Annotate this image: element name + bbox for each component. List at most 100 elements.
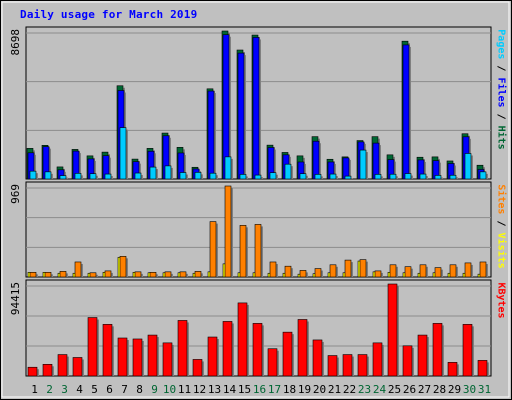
bar-sites [74,261,82,278]
x-tick-label: 19 [298,383,311,396]
bar-sites [299,270,307,278]
bar-sites [149,272,157,278]
bar-pages [329,173,337,180]
legend-part: Pages [495,28,507,59]
bar-kbytes [132,338,143,377]
bar-kbytes [162,342,173,377]
x-tick-label: 7 [121,383,128,396]
bar-kbytes [267,348,278,377]
bar-sites [194,271,202,278]
x-tick-label: 16 [253,383,266,396]
x-tick-label: 24 [373,383,387,396]
bar-kbytes [252,323,263,377]
bar-sites [419,264,427,278]
bar-sites [59,271,67,278]
legend-part: Visits [495,232,507,269]
x-tick-label: 6 [106,383,113,396]
bar-sites [284,265,292,278]
bar-pages [44,171,52,180]
bar-sites [224,185,232,278]
bar-kbytes [87,317,98,377]
x-tick-label: 10 [163,383,176,396]
x-tick-label: 22 [343,383,356,396]
legend-part: / [495,213,507,233]
bar-pages [119,127,127,180]
x-tick-label: 31 [478,383,491,396]
bar-pages [194,172,202,180]
bar-files [252,37,260,180]
bar-pages [299,173,307,180]
x-tick-label: 4 [76,383,83,396]
x-tick-label: 17 [268,383,281,396]
bar-pages [344,175,352,180]
bar-pages [179,172,187,180]
bar-sites [254,224,262,278]
x-tick-label: 25 [388,383,401,396]
x-tick-label: 27 [418,383,431,396]
x-tick-label: 18 [283,383,296,396]
bar-kbytes [192,359,203,377]
bar-sites [89,272,97,278]
bar-kbytes [432,323,443,377]
x-tick-label: 28 [433,383,446,396]
bar-sites [314,268,322,278]
bar-files [207,90,215,180]
series-legend-kbytes: KBytes [496,282,507,318]
bar-sites [164,271,172,278]
bar-pages [74,173,82,180]
bar-pages [404,173,412,180]
bar-pages [29,170,37,180]
x-tick-label: 9 [151,383,158,396]
bar-kbytes [417,334,428,377]
bar-sites [239,225,247,278]
bar-files [372,142,380,180]
bar-kbytes [237,302,248,377]
bar-sites [389,264,397,278]
bar-sites [29,272,37,278]
bar-kbytes [477,360,488,377]
bar-kbytes [447,362,458,377]
bar-kbytes [27,366,38,377]
bar-pages [479,171,487,180]
bar-pages [104,173,112,180]
bar-kbytes [102,324,113,377]
x-tick-label: 15 [238,383,251,396]
bar-pages [224,156,232,180]
series-legend-hits-files-pages: Pages / Files / Hits [496,29,507,149]
bar-kbytes [177,320,188,377]
bar-kbytes [462,324,473,377]
bar-pages [164,165,172,180]
bar-pages [419,173,427,180]
bar-sites [179,271,187,278]
legend-part: / [495,58,507,77]
bar-kbytes [57,354,68,377]
bar-sites [104,270,112,278]
bar-files [402,44,410,180]
x-tick-label: 3 [61,383,68,396]
x-tick-label: 26 [403,383,416,396]
x-tick-label: 11 [178,383,191,396]
legend-part: KBytes [495,281,507,319]
bar-pages [464,153,472,180]
bar-kbytes [72,357,83,377]
y-max-label-hits-files-pages: 8698 [9,29,22,56]
x-tick-label: 14 [223,383,237,396]
series-legend-sites-visits: Sites / Visits [496,184,507,268]
bar-kbytes [42,364,53,377]
bar-kbytes [207,336,218,377]
bar-kbytes [387,283,398,377]
bar-kbytes [312,339,323,377]
bar-sites [359,259,367,278]
x-tick-label: 21 [328,383,341,396]
bar-sites [119,256,127,278]
x-tick-label: 29 [448,383,461,396]
bar-pages [434,175,442,180]
bar-pages [269,172,277,180]
bar-sites [374,270,382,278]
bar-sites [134,271,142,278]
bar-pages [89,173,97,180]
bar-pages [389,173,397,180]
y-max-label-kbytes: 94415 [9,282,22,315]
bar-files [237,52,245,180]
bar-kbytes [297,319,308,377]
